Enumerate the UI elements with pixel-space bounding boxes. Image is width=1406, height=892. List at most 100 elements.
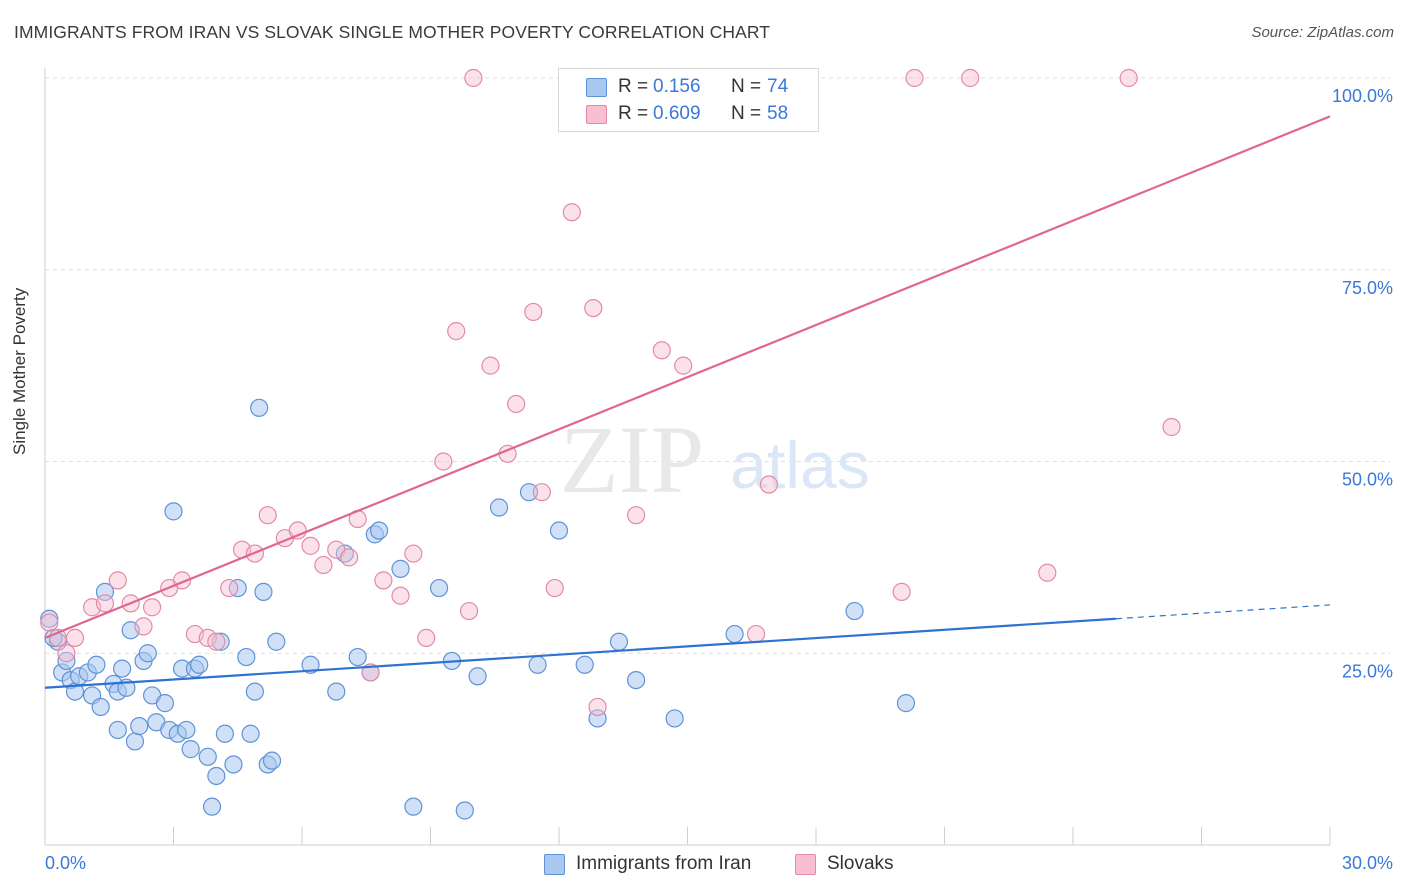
slovaks-point xyxy=(95,594,115,613)
watermark-atlas: atlas xyxy=(730,428,869,502)
legend-n-value: 74 xyxy=(767,76,789,97)
y-axis-label: Single Mother Poverty xyxy=(10,287,29,455)
x-tick-label: 30.0% xyxy=(1342,853,1393,873)
slovaks-point xyxy=(759,475,778,494)
iran-point xyxy=(370,521,389,540)
iran-point xyxy=(528,655,547,674)
slovaks-point xyxy=(532,483,551,502)
series-iran-points xyxy=(40,398,916,820)
slovaks-point xyxy=(314,555,333,575)
iran-swatch xyxy=(586,78,607,97)
legend-r-value: 0.609 xyxy=(653,103,701,124)
iran-point xyxy=(215,724,234,743)
iran-point xyxy=(237,647,256,667)
y-tick-label: 100.0% xyxy=(1332,86,1393,106)
slovaks-point xyxy=(374,571,393,590)
iran-point xyxy=(489,498,509,517)
iran-trend-extension xyxy=(1115,604,1331,620)
watermark-zip: ZIP xyxy=(560,406,704,513)
iran-point xyxy=(455,801,474,820)
series-legend: Immigrants from Iran Slovaks xyxy=(0,852,1406,878)
trend-lines xyxy=(44,115,1331,689)
slovaks-point xyxy=(207,632,226,651)
slovaks-point xyxy=(905,68,924,88)
legend-n-label: N = xyxy=(731,76,762,97)
iran-point xyxy=(429,578,449,598)
legend-r-value: 0.156 xyxy=(653,76,701,97)
y-tick-label: 75.0% xyxy=(1342,278,1393,298)
iran-point xyxy=(725,624,744,644)
slovaks-point xyxy=(198,628,217,648)
slovaks-point xyxy=(258,506,277,525)
iran-point xyxy=(207,766,226,786)
iran-point xyxy=(164,502,183,521)
slovaks-point xyxy=(652,341,671,360)
slovaks-trend-line xyxy=(44,115,1331,639)
iran-trend-line xyxy=(44,617,1116,689)
slovaks-point xyxy=(481,356,500,375)
slovaks-point xyxy=(108,571,127,590)
slovaks-point xyxy=(1162,417,1181,437)
slovaks-point xyxy=(142,598,162,617)
slovaks-point xyxy=(1038,563,1057,582)
slovaks-point xyxy=(674,356,693,375)
legend-r-label: R = xyxy=(618,76,649,97)
iran-point xyxy=(665,709,684,728)
slovaks-point xyxy=(524,302,543,322)
iran-point xyxy=(202,797,222,816)
iran-point xyxy=(267,632,286,651)
slovaks-point xyxy=(65,628,85,648)
iran-point xyxy=(112,659,132,678)
legend-row-iran: R = 0.156 N = 74 xyxy=(559,74,818,100)
slovaks-point xyxy=(301,536,320,555)
iran-point xyxy=(468,667,487,686)
iran-point xyxy=(575,655,594,674)
slovaks-point xyxy=(340,548,359,567)
slovaks-point xyxy=(134,617,153,636)
x-tick-label: 0.0% xyxy=(45,853,86,873)
slovaks-point xyxy=(404,544,423,563)
slovaks-point xyxy=(584,299,603,318)
iran-point xyxy=(626,670,646,690)
iran-point xyxy=(125,732,145,751)
iran-point xyxy=(108,720,127,740)
slovaks-point xyxy=(507,394,526,414)
iran-point xyxy=(404,797,423,816)
iran-point xyxy=(609,632,629,651)
legend-label-slovaks: Slovaks xyxy=(827,853,894,874)
iran-point xyxy=(177,720,196,740)
slovaks-point xyxy=(961,68,980,88)
slovaks-swatch xyxy=(586,105,607,124)
iran-point xyxy=(348,647,367,667)
y-tick-label: 50.0% xyxy=(1342,470,1393,490)
iran-point xyxy=(91,697,110,717)
slovaks-point xyxy=(892,582,911,601)
grid-lines xyxy=(45,77,1390,654)
iran-point xyxy=(40,609,59,628)
iran-point xyxy=(130,717,149,736)
slovaks-point xyxy=(464,68,483,88)
iran-point xyxy=(190,655,209,674)
legend-row-slovaks: R = 0.609 N = 58 xyxy=(559,101,818,127)
slovaks-point xyxy=(545,578,564,598)
legend-label-iran: Immigrants from Iran xyxy=(576,853,752,874)
slovaks-point xyxy=(361,663,380,682)
axes xyxy=(44,68,1331,846)
iran-point xyxy=(57,651,76,671)
iran-point xyxy=(327,682,346,701)
y-tick-label: 25.0% xyxy=(1342,661,1393,681)
iran-point xyxy=(262,751,282,770)
iran-point xyxy=(155,694,175,713)
slovaks-point xyxy=(434,452,453,471)
iran-point xyxy=(549,521,569,540)
iran-point xyxy=(87,655,106,674)
slovaks-point xyxy=(57,644,76,663)
iran-point xyxy=(845,601,864,621)
iran-point xyxy=(198,747,217,766)
legend-n-label: N = xyxy=(731,103,762,124)
iran-point xyxy=(138,644,157,663)
iran-point xyxy=(181,740,200,759)
iran-point xyxy=(224,755,243,774)
slovaks-point xyxy=(391,586,410,605)
